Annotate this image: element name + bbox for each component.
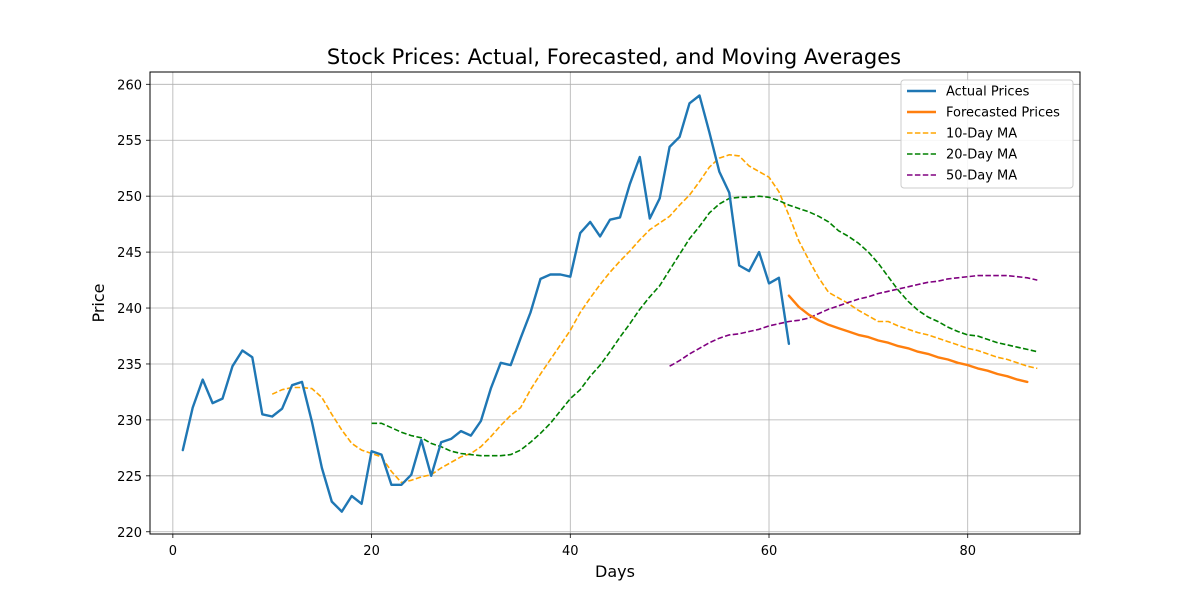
legend-label-50-day-ma: 50-Day MA xyxy=(946,169,1017,184)
x-axis-label: Days xyxy=(595,562,635,581)
x-tick-label: 60 xyxy=(761,544,778,559)
grid xyxy=(150,72,1080,534)
y-tick-label: 260 xyxy=(117,78,142,93)
series-line-forecasted-prices xyxy=(787,294,1029,384)
legend-label-10-day-ma: 10-Day MA xyxy=(946,127,1017,142)
x-tick-label: 0 xyxy=(169,544,177,559)
y-axis-label: Price xyxy=(89,283,108,322)
legend-label-actual-prices: Actual Prices xyxy=(946,85,1030,100)
y-tick-label: 220 xyxy=(117,526,142,541)
y-tick-label: 225 xyxy=(117,470,142,485)
plot-frame xyxy=(149,71,1081,535)
y-tick-label: 245 xyxy=(117,246,142,261)
x-tick-label: 80 xyxy=(959,544,976,559)
plot-lines xyxy=(181,94,1038,513)
y-tick-label: 235 xyxy=(117,358,142,373)
legend-label-20-day-ma: 20-Day MA xyxy=(946,148,1017,163)
y-tick-label: 250 xyxy=(117,190,142,205)
x-axis-ticks: 0 20 40 60 80 xyxy=(169,534,976,559)
x-tick-label: 20 xyxy=(363,544,380,559)
y-tick-label: 230 xyxy=(117,414,142,429)
y-tick-label: 255 xyxy=(117,134,142,149)
series-line-actual-prices xyxy=(181,94,791,513)
legend: Actual Prices Forecasted Prices 10-Day MA 2… xyxy=(900,79,1074,189)
x-tick-label: 40 xyxy=(562,544,579,559)
legend-label-forecasted-prices: Forecasted Prices xyxy=(946,106,1060,121)
series-line-10-day-ma xyxy=(271,154,1038,484)
chart-title: Stock Prices: Actual, Forecasted, and Mo… xyxy=(327,45,901,69)
y-tick-label: 240 xyxy=(117,302,142,317)
legend-box xyxy=(900,79,1074,189)
series-line-20-day-ma xyxy=(371,195,1038,457)
y-axis-ticks: 220 225 230 235 240 245 250 255 260 xyxy=(117,78,150,541)
